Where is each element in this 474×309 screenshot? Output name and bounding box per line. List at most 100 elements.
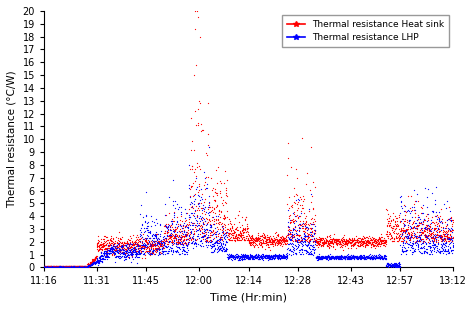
Point xyxy=(151,233,159,238)
Point xyxy=(320,255,328,260)
Point xyxy=(91,254,99,259)
Point xyxy=(179,222,187,227)
Point xyxy=(202,222,210,227)
Point xyxy=(220,232,228,237)
Point xyxy=(156,247,164,252)
Point xyxy=(215,238,222,243)
Point xyxy=(391,237,398,242)
Point xyxy=(358,255,366,260)
Point xyxy=(98,244,105,249)
Point xyxy=(237,232,244,237)
Point xyxy=(230,229,238,234)
Point xyxy=(155,246,163,251)
Point xyxy=(55,263,63,268)
Point xyxy=(449,242,456,247)
Point xyxy=(53,265,60,270)
Point xyxy=(256,254,264,259)
Point xyxy=(210,219,218,224)
Point xyxy=(308,237,315,242)
Point xyxy=(405,242,413,247)
Point xyxy=(244,253,252,258)
Point xyxy=(102,243,110,248)
Point xyxy=(283,253,291,258)
Point xyxy=(287,220,295,225)
Point xyxy=(315,256,322,261)
Point xyxy=(199,244,207,249)
Point xyxy=(109,246,117,251)
Point xyxy=(92,254,100,259)
Point xyxy=(232,226,239,231)
Point xyxy=(239,228,246,233)
Point xyxy=(156,239,164,243)
Point xyxy=(101,242,109,247)
Point xyxy=(418,232,425,237)
Point xyxy=(64,264,71,269)
Point xyxy=(73,264,81,269)
Point xyxy=(365,254,372,259)
Point xyxy=(148,232,155,237)
Point xyxy=(115,244,123,249)
Point xyxy=(53,264,61,269)
Point xyxy=(437,219,444,224)
Point xyxy=(161,248,169,253)
Point xyxy=(241,254,248,259)
Point xyxy=(235,253,243,258)
Point xyxy=(112,243,120,248)
Point xyxy=(410,224,417,229)
Point xyxy=(422,234,429,239)
Point xyxy=(94,258,102,263)
Point xyxy=(119,249,127,254)
Point xyxy=(220,181,228,186)
Point xyxy=(369,243,376,248)
Point xyxy=(86,264,94,269)
Point xyxy=(105,248,112,253)
Point xyxy=(122,246,130,251)
Point xyxy=(385,262,392,267)
Point xyxy=(449,218,456,222)
Point xyxy=(262,255,270,260)
Point xyxy=(374,242,381,247)
Point xyxy=(423,226,431,231)
Point xyxy=(281,236,288,241)
Point xyxy=(139,232,146,237)
Point xyxy=(130,243,138,248)
Point xyxy=(238,237,246,242)
Point xyxy=(312,242,319,247)
Point xyxy=(399,238,406,243)
Point xyxy=(305,239,312,244)
Point xyxy=(57,265,64,269)
Point xyxy=(108,249,116,254)
Point xyxy=(284,224,292,229)
Point xyxy=(86,263,93,268)
Point xyxy=(343,241,351,246)
Point xyxy=(172,248,180,253)
Point xyxy=(289,219,296,224)
Point xyxy=(134,251,141,256)
Point xyxy=(292,242,299,247)
Point xyxy=(80,265,87,270)
Point xyxy=(415,234,422,239)
Point xyxy=(145,220,152,225)
Point xyxy=(269,253,277,258)
Point xyxy=(405,218,413,223)
Point xyxy=(104,237,111,242)
Point xyxy=(102,248,110,253)
Point xyxy=(340,255,347,260)
Point xyxy=(389,262,397,267)
Point xyxy=(187,116,195,121)
Point xyxy=(277,238,284,243)
Point xyxy=(415,233,422,238)
Point xyxy=(252,255,259,260)
Point xyxy=(271,242,279,247)
Point xyxy=(252,241,259,246)
Point xyxy=(428,229,435,234)
Point xyxy=(158,243,166,248)
Point xyxy=(313,237,320,242)
Point xyxy=(95,260,102,265)
Point xyxy=(197,223,205,228)
Point xyxy=(270,256,278,260)
Point xyxy=(268,241,276,246)
Point xyxy=(406,210,414,215)
Point xyxy=(366,241,374,246)
Point xyxy=(62,264,69,269)
